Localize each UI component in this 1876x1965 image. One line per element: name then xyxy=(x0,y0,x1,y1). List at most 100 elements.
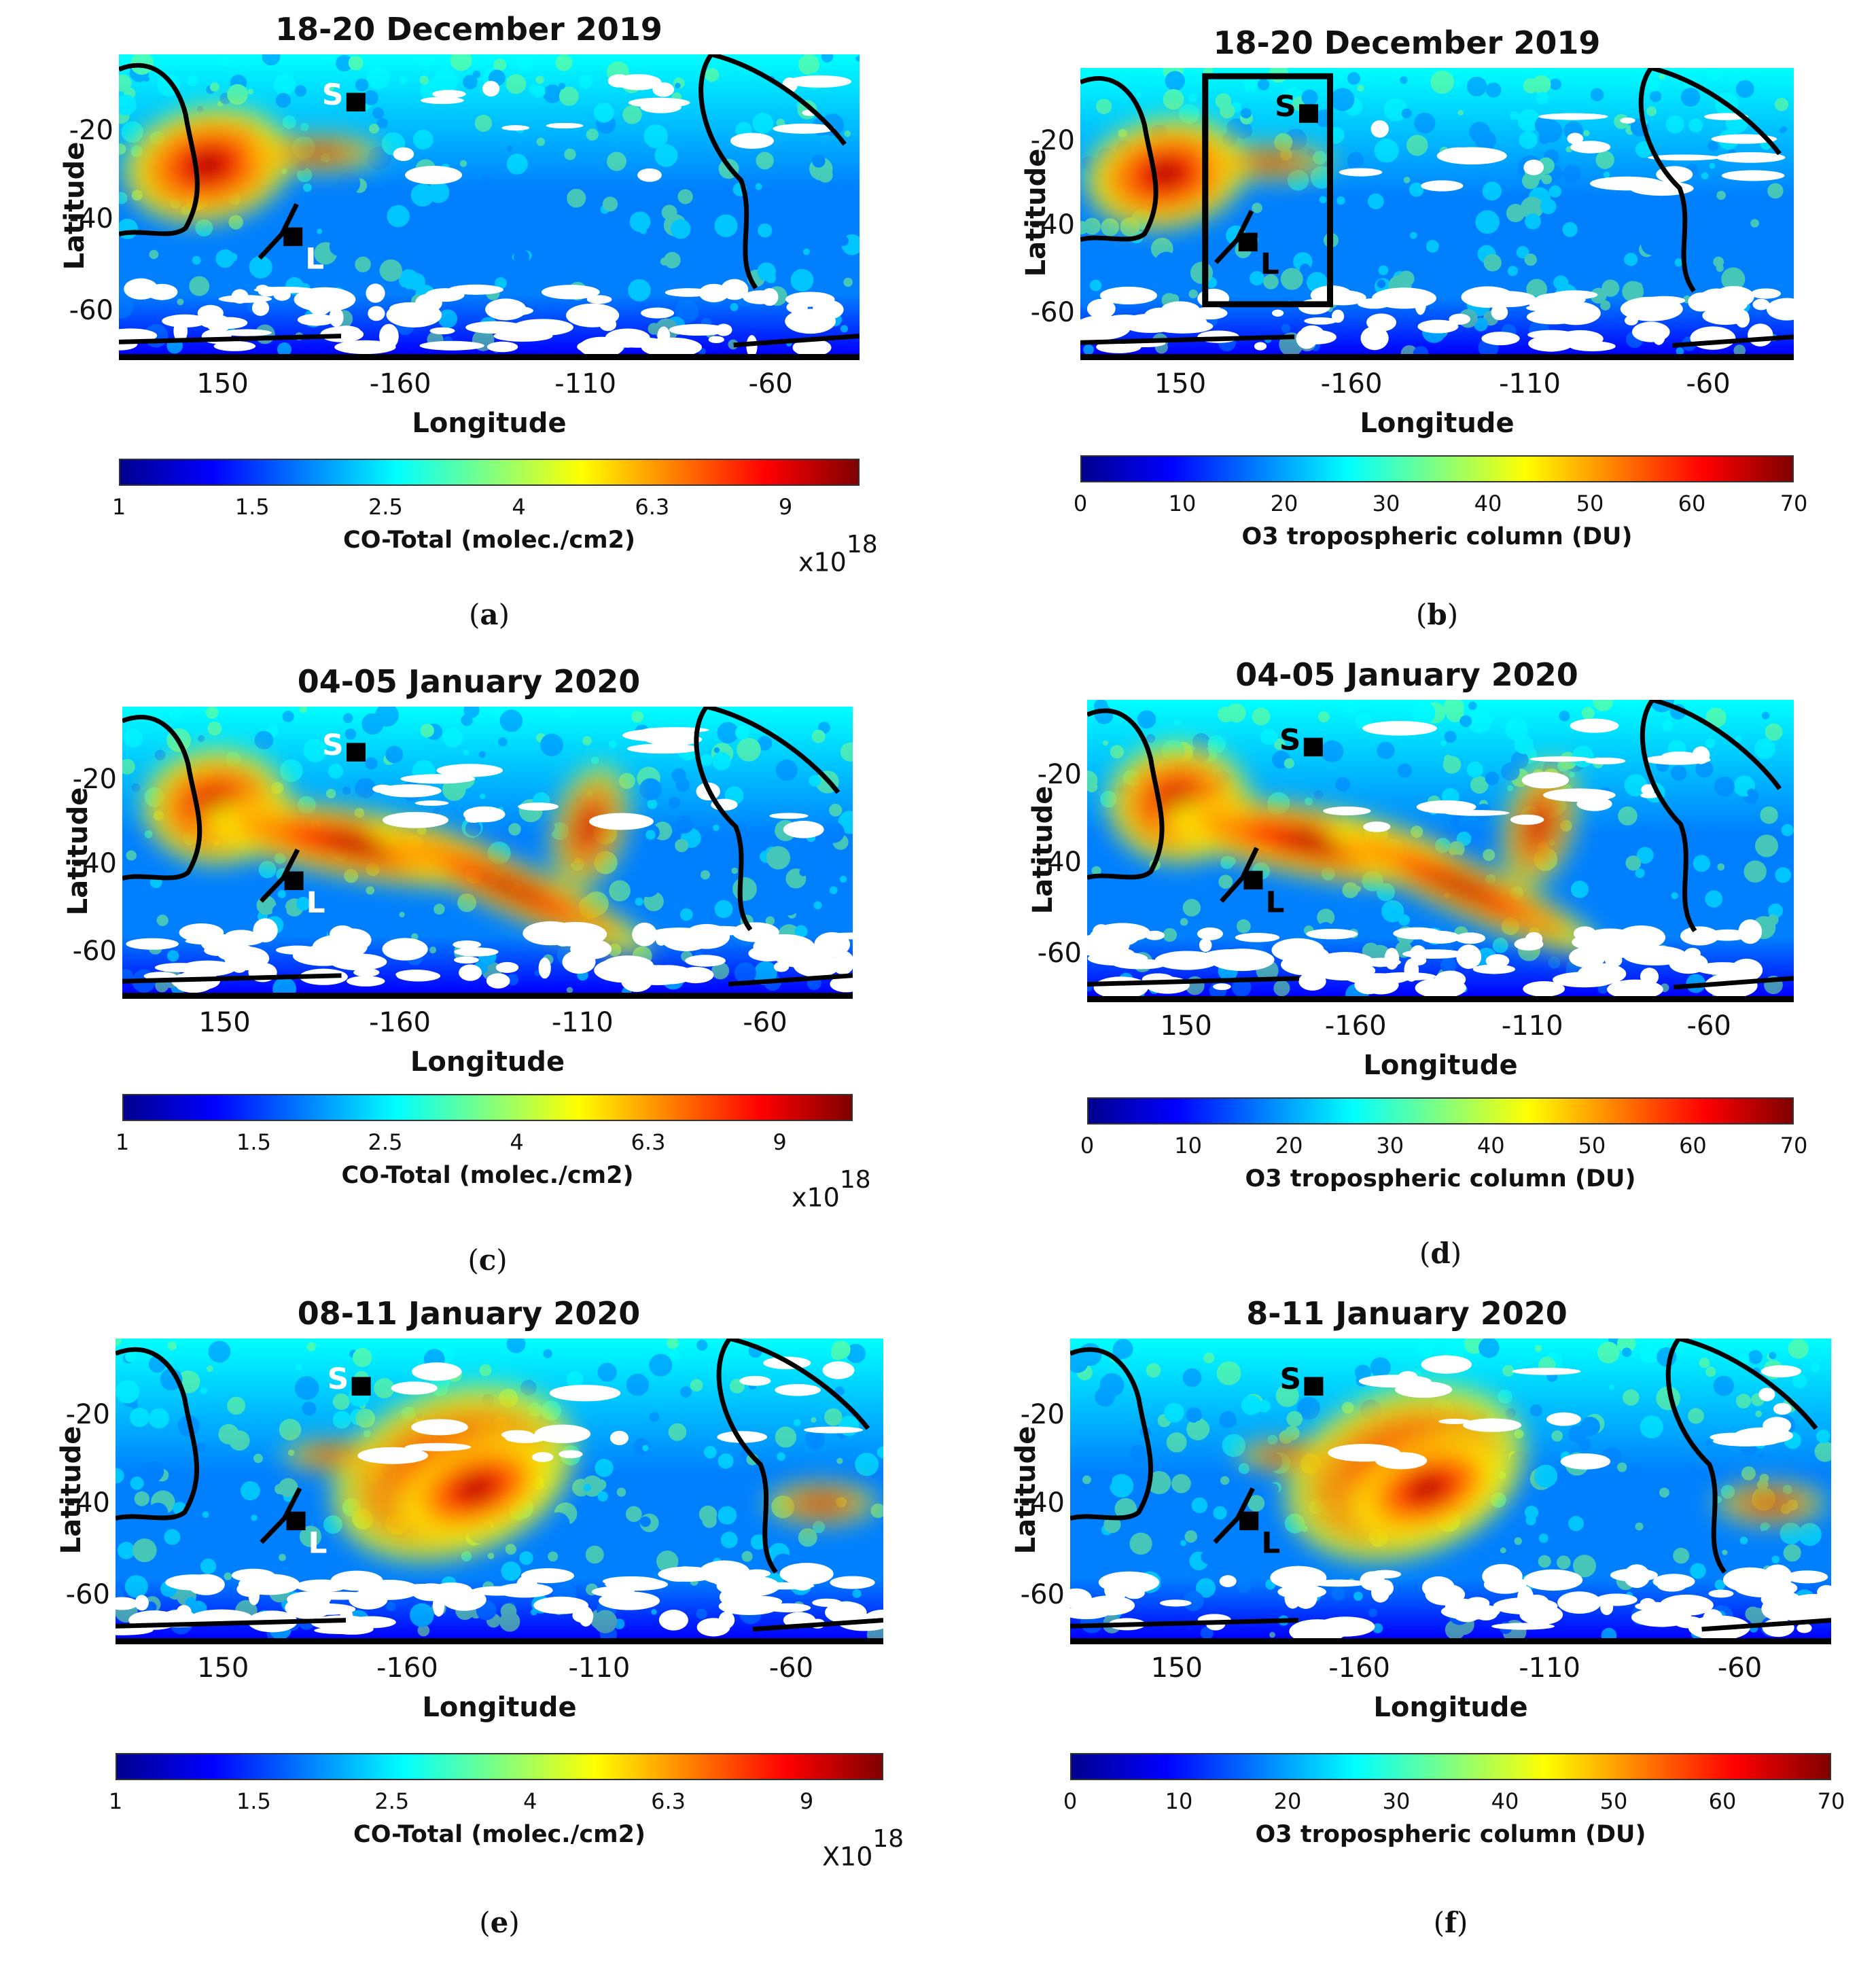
x-tick-label: 150 xyxy=(197,1652,249,1684)
x-tick-label: 150 xyxy=(1150,1652,1203,1684)
colorbar-multiplier-exponent: 18 xyxy=(846,531,878,559)
map-field: SL xyxy=(1080,68,1794,354)
y-tick-label: -60 xyxy=(1037,937,1082,969)
colorbar-multiplier-base: x10 xyxy=(792,1182,840,1213)
caption-letter: d xyxy=(1430,1237,1451,1270)
colorbar-tick-label: 6.3 xyxy=(631,1129,666,1155)
caption-letter: b xyxy=(1427,598,1447,631)
x-axis-label: Longitude xyxy=(1360,408,1515,439)
colorbar-tick-label: 0 xyxy=(1080,1133,1095,1158)
no-data-gaps xyxy=(1070,1355,1831,1638)
region-box xyxy=(1202,73,1333,308)
colorbar-tick-label: 4 xyxy=(510,1129,524,1155)
colorbar-tick-label: 50 xyxy=(1578,1133,1606,1158)
colorbar xyxy=(119,459,860,486)
caption-open: ( xyxy=(1415,598,1428,631)
south-america-coast xyxy=(1638,68,1782,293)
antarctica-coast xyxy=(119,334,860,348)
x-tick-label: -160 xyxy=(376,1652,438,1684)
station-marker-l xyxy=(1243,870,1263,890)
x-tick-label: -110 xyxy=(551,1007,614,1038)
caption-letter: f xyxy=(1444,1906,1457,1939)
panel-title: 18-20 December 2019 xyxy=(1213,24,1601,61)
colorbar-tick-label: 60 xyxy=(1679,1133,1707,1158)
coastlines xyxy=(119,54,860,348)
x-tick-label: 150 xyxy=(1160,1010,1212,1042)
australia-coast xyxy=(1070,1347,1153,1521)
colorbar-tick-label: 40 xyxy=(1491,1788,1519,1814)
colorbar-multiplier: x1018 xyxy=(792,1166,871,1213)
y-tick-label: -60 xyxy=(1020,1579,1065,1610)
x-tick-label: -160 xyxy=(369,368,431,400)
x-axis-label: Longitude xyxy=(1373,1692,1528,1723)
colorbar xyxy=(1087,1097,1794,1125)
colorbar-tick-label: 40 xyxy=(1476,1133,1505,1158)
colorbar-tick-label: 10 xyxy=(1174,1133,1202,1158)
colorbar-tick-label: 9 xyxy=(773,1129,787,1155)
panel-b: 18-20 December 2019 S L Latitude -20 -40 -60 15… xyxy=(938,0,1876,639)
south-america-coast xyxy=(1665,1339,1818,1574)
station-label: L xyxy=(308,1527,328,1560)
x-axis-label: Longitude xyxy=(422,1692,577,1723)
x-tick-label: 150 xyxy=(1154,368,1207,400)
colorbar-tick-label: 50 xyxy=(1576,491,1604,516)
colorbar-tick-label: 20 xyxy=(1270,491,1298,516)
caption-close: ) xyxy=(496,1243,508,1277)
x-tick-label: 150 xyxy=(196,368,249,400)
panel-d: 04-05 January 2020 S L Latitude -20 -40 -60 150… xyxy=(938,652,1876,1291)
plume-core-2 xyxy=(1235,1440,1331,1471)
colorbar-label: O3 tropospheric column (DU) xyxy=(1241,523,1633,550)
map-field: SL xyxy=(116,1339,883,1638)
caption-open: ( xyxy=(1419,1237,1431,1270)
y-tick-label: -20 xyxy=(1020,1398,1065,1430)
no-data-gaps xyxy=(1080,113,1794,353)
plume-core-3 xyxy=(764,1481,880,1526)
plume-core-2 xyxy=(1325,819,1599,953)
panel-f: 8-11 January 2020 S L Latitude -20 -40 -60 150-… xyxy=(938,1291,1876,1964)
colorbar-tick-label: 2.5 xyxy=(368,1129,403,1155)
map-field: SL xyxy=(119,54,860,354)
colorbar-tick-label: 50 xyxy=(1599,1788,1628,1814)
y-tick-label: -60 xyxy=(1030,297,1075,329)
panel-title: 08-11 January 2020 xyxy=(297,1295,641,1332)
y-tick-label: -40 xyxy=(1037,847,1082,879)
colorbar-tick-label: 20 xyxy=(1273,1788,1302,1814)
x-tick-label: -60 xyxy=(743,1007,787,1038)
plume-core-1 xyxy=(1210,144,1336,181)
y-tick-label: -40 xyxy=(72,848,117,880)
colorbar-tick-label: 30 xyxy=(1376,1133,1404,1158)
station-marker-s xyxy=(347,743,366,762)
x-tick-label: -110 xyxy=(568,1652,631,1684)
colorbar-tick-label: 1.5 xyxy=(236,1788,271,1814)
panel-title: 18-20 December 2019 xyxy=(275,11,662,48)
panel-caption: (f) xyxy=(1434,1906,1468,1939)
colorbar-tick-label: 60 xyxy=(1708,1788,1737,1814)
y-tick-label: -40 xyxy=(1030,209,1075,241)
south-america-coast xyxy=(698,54,847,289)
x-tick-label: -60 xyxy=(1686,1010,1731,1042)
caption-letter: c xyxy=(478,1243,497,1277)
y-tick-label: -20 xyxy=(72,763,117,795)
australia-coast xyxy=(1080,76,1158,242)
new-zealand-coast xyxy=(260,1487,302,1544)
caption-close: ) xyxy=(508,1906,520,1939)
colorbar-tick-label: 2.5 xyxy=(374,1788,410,1814)
plume-core-3 xyxy=(550,764,629,890)
x-tick-label: -160 xyxy=(369,1007,431,1038)
colorbar-multiplier: x1018 xyxy=(798,531,878,578)
colorbar-label: CO-Total (molec./cm2) xyxy=(343,527,635,554)
panel-title: 8-11 January 2020 xyxy=(1246,1295,1568,1332)
colorbar-tick-label: 30 xyxy=(1372,491,1400,516)
station-marker-l xyxy=(283,227,303,247)
station-label: L xyxy=(305,243,324,276)
map-field: SL xyxy=(1087,700,1794,996)
colorbar-tick-label: 0 xyxy=(1063,1788,1078,1814)
x-tick-label: -160 xyxy=(1328,1652,1390,1684)
no-data-gaps xyxy=(116,1356,883,1637)
station-marker-l xyxy=(286,1511,306,1531)
x-tick-label: -60 xyxy=(1686,368,1731,400)
colorbar-tick-label: 2.5 xyxy=(368,494,403,520)
